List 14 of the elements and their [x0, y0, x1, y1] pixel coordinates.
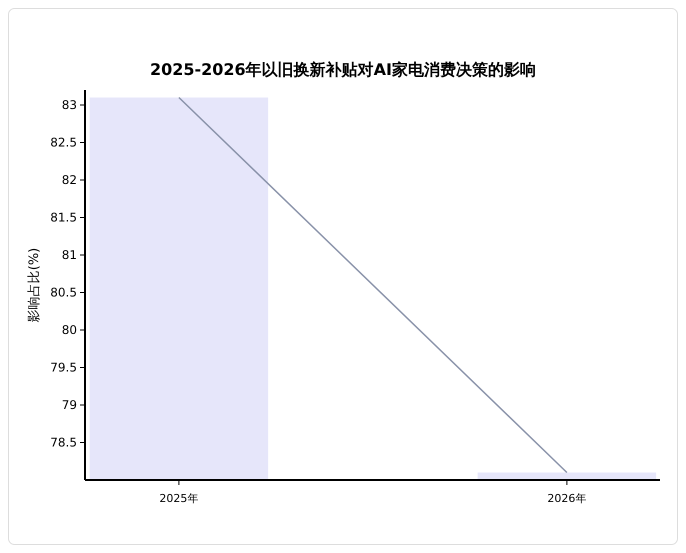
y-tick-label: 80: [62, 323, 77, 338]
x-tick-label: 2025年: [159, 492, 198, 505]
y-tick-label: 82: [62, 173, 77, 188]
y-axis-title: 影响占比(%): [27, 248, 42, 322]
y-tick-label: 81.5: [50, 210, 77, 225]
x-tick-label: 2026年: [547, 492, 586, 505]
y-tick-label: 78.5: [50, 436, 77, 450]
y-tick-label: 80.5: [50, 286, 77, 300]
y-tick-label: 82.5: [50, 136, 77, 150]
y-tick-label: 81: [62, 248, 77, 262]
chart-title: 2025-2026年以旧换新补贴对AI家电消费决策的影响: [150, 60, 536, 79]
y-tick-label: 79: [62, 398, 77, 412]
y-tick-label: 79.5: [50, 360, 77, 375]
y-tick-label: 83: [62, 98, 77, 112]
